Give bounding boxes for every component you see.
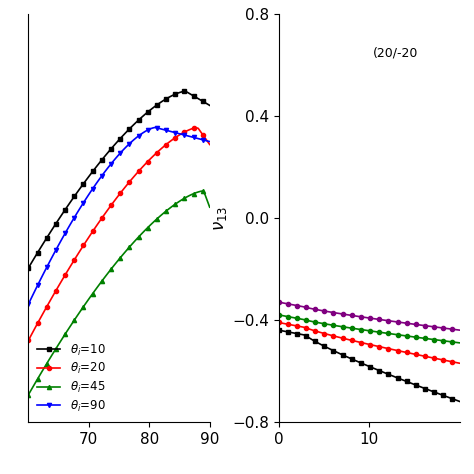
$\theta_i$=45 <box>26 392 31 398</box>
$\theta_i$=10 <box>207 102 212 108</box>
$\theta_i$=45 <box>133 237 139 242</box>
$\theta_i$=10 <box>106 149 111 155</box>
$\theta_i$=90 <box>143 128 148 134</box>
$\theta_i$=20 <box>106 206 111 211</box>
$\theta_i$=10 <box>182 89 187 94</box>
$\theta_i$=45 <box>143 227 148 233</box>
$\theta_i$=90 <box>133 135 139 141</box>
Legend: $\theta_i$=10, $\theta_i$=20, $\theta_i$=45, $\theta_i$=90: $\theta_i$=10, $\theta_i$=20, $\theta_i$… <box>34 340 108 416</box>
Line: $\theta_i$=90: $\theta_i$=90 <box>27 126 212 306</box>
$\theta_i$=90 <box>152 125 157 130</box>
$\theta_i$=45 <box>186 193 192 199</box>
Line: $\theta_i$=10: $\theta_i$=10 <box>27 89 212 270</box>
$\theta_i$=10 <box>26 265 31 271</box>
$\theta_i$=45 <box>149 220 155 226</box>
$\theta_i$=20 <box>143 161 148 167</box>
$\theta_i$=90 <box>106 164 111 170</box>
$\theta_i$=20 <box>136 168 141 174</box>
Y-axis label: $\nu_{13}$: $\nu_{13}$ <box>211 205 229 231</box>
$\theta_i$=10 <box>143 111 148 117</box>
$\theta_i$=10 <box>133 119 139 125</box>
$\theta_i$=90 <box>189 134 194 140</box>
$\theta_i$=45 <box>136 234 141 240</box>
Line: $\theta_i$=45: $\theta_i$=45 <box>27 189 212 397</box>
$\theta_i$=90 <box>149 125 155 131</box>
$\theta_i$=20 <box>186 127 192 133</box>
$\theta_i$=20 <box>133 171 139 177</box>
$\theta_i$=45 <box>106 269 111 275</box>
$\theta_i$=45 <box>207 204 212 210</box>
$\theta_i$=90 <box>207 139 212 145</box>
$\theta_i$=20 <box>193 125 199 130</box>
Line: $\theta_i$=20: $\theta_i$=20 <box>27 126 212 342</box>
$\theta_i$=90 <box>26 301 31 307</box>
$\theta_i$=10 <box>149 106 155 111</box>
$\theta_i$=20 <box>149 154 155 160</box>
$\theta_i$=10 <box>136 117 141 123</box>
$\theta_i$=45 <box>200 188 206 194</box>
$\theta_i$=20 <box>26 337 31 343</box>
$\theta_i$=10 <box>189 92 194 98</box>
$\theta_i$=20 <box>207 142 212 147</box>
Text: (20/-20: (20/-20 <box>373 47 418 60</box>
$\theta_i$=90 <box>136 133 141 139</box>
